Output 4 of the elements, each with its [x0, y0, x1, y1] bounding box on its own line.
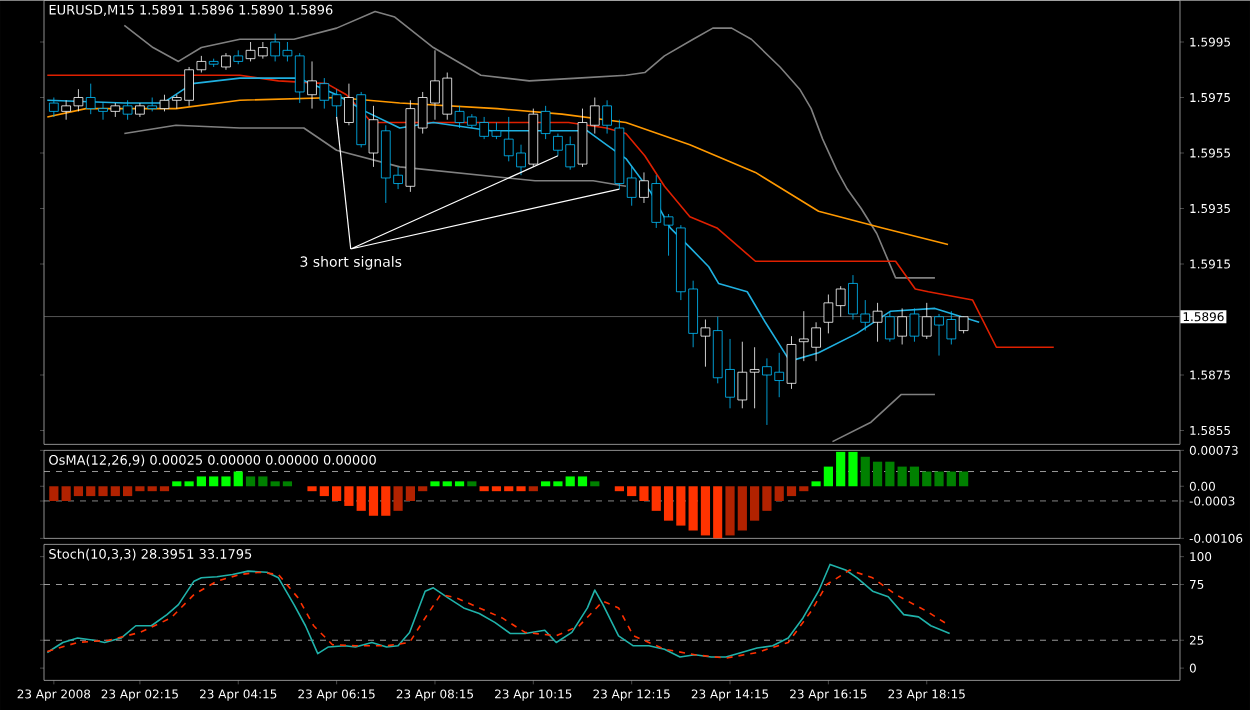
bar — [467, 481, 477, 487]
bar — [590, 481, 600, 487]
bar — [49, 486, 59, 501]
line-series — [46, 96, 949, 246]
